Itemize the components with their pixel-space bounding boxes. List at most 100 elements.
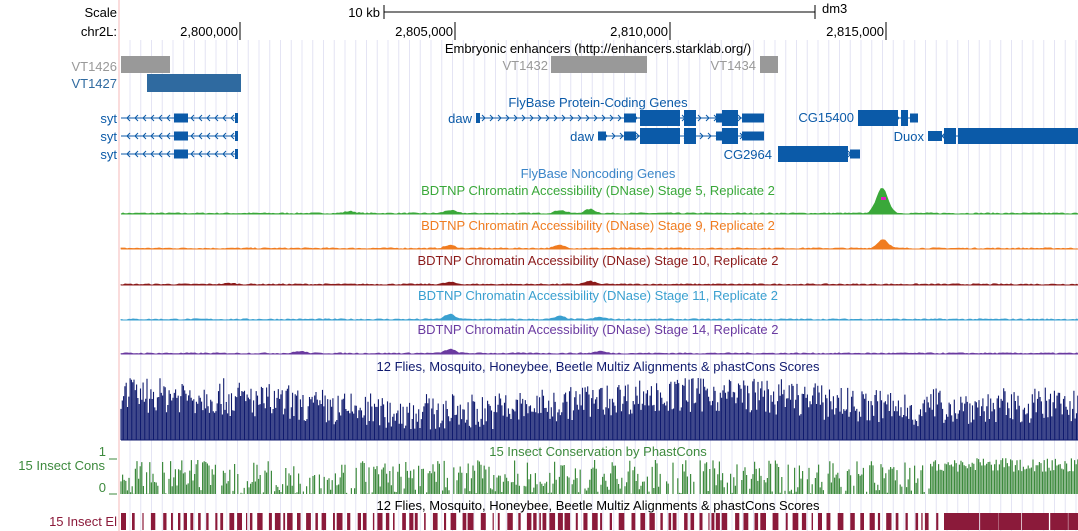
gene-exon: [174, 149, 188, 159]
gene-exon: [722, 128, 738, 144]
strand-arrow: [561, 114, 566, 122]
conserved-element-blocks: [121, 513, 1078, 530]
scale-label: Scale: [84, 5, 117, 20]
strand-arrow: [222, 114, 227, 122]
strand-arrow: [230, 132, 235, 140]
gene-exon: [958, 128, 1078, 144]
strand-arrow: [150, 150, 155, 158]
ruler-position: 2,810,000: [610, 24, 668, 39]
enhancer-feature[interactable]: [147, 74, 241, 92]
strand-arrow: [513, 114, 518, 122]
gene-label-syt[interactable]: syt: [100, 147, 117, 162]
strand-arrow: [619, 132, 624, 140]
strand-arrow: [707, 132, 712, 140]
enhancer-track-title: Embryonic enhancers (http://enhancers.st…: [445, 41, 751, 56]
strand-arrow: [569, 114, 574, 122]
strand-arrow: [206, 150, 211, 158]
dnase-signal: [120, 239, 1078, 250]
dnase-tracks[interactable]: BDTNP Chromatin Accessibility (DNase) St…: [120, 183, 1078, 355]
gene-exon: [624, 113, 636, 123]
dnase-signal: [120, 313, 1078, 321]
gene-exon: [174, 113, 188, 123]
enhancer-label[interactable]: VT1427: [71, 76, 117, 91]
strand-arrow: [150, 132, 155, 140]
strand-arrow: [529, 114, 534, 122]
conservation-axis-max: 1: [99, 444, 106, 459]
strand-arrow: [585, 114, 590, 122]
conservation-track-title: 15 Insect Conservation by PhastCons: [489, 444, 707, 459]
strand-arrow: [635, 132, 640, 140]
strand-arrow: [166, 132, 171, 140]
strand-arrow: [190, 150, 195, 158]
dnase-peak-marker: [881, 197, 886, 200]
strand-arrow: [601, 114, 606, 122]
gene-exon: [640, 128, 680, 144]
strand-arrow: [134, 132, 139, 140]
elements-track-title: 12 Flies, Mosquito, Honeybee, Beetle Mul…: [377, 498, 820, 513]
strand-arrow: [158, 114, 163, 122]
noncoding-track-title: FlyBase Noncoding Genes: [521, 166, 676, 181]
gene-exon: [174, 131, 186, 141]
enhancer-feature[interactable]: [121, 56, 170, 73]
dnase-track-title-stage14: BDTNP Chromatin Accessibility (DNase) St…: [417, 322, 778, 337]
strand-arrow: [609, 114, 614, 122]
enhancer-feature[interactable]: [760, 56, 778, 73]
gene-exon: [640, 110, 680, 126]
gene-label-cg15400[interactable]: CG15400: [798, 110, 854, 125]
strand-arrow: [214, 114, 219, 122]
enhancer-label[interactable]: VT1426: [71, 59, 117, 74]
gene-label-daw[interactable]: daw: [448, 111, 472, 126]
strand-arrow: [166, 150, 171, 158]
gene-label-syt[interactable]: syt: [100, 129, 117, 144]
strand-arrow: [134, 114, 139, 122]
gene-label-cg2964[interactable]: CG2964: [724, 147, 772, 162]
gene-label-daw[interactable]: daw: [570, 129, 594, 144]
conservation-side-label[interactable]: 15 Insect Cons: [18, 458, 105, 473]
gene-exon: [716, 131, 722, 141]
multiz-track[interactable]: 12 Flies, Mosquito, Honeybee, Beetle Mul…: [120, 359, 1078, 441]
strand-arrow: [222, 150, 227, 158]
gene-exon: [624, 131, 636, 141]
strand-arrow: [198, 114, 203, 122]
strand-arrow: [481, 114, 486, 122]
strand-arrow: [166, 114, 171, 122]
conservation-track[interactable]: 15 Insect Conservation by PhastCons 15 I…: [18, 444, 1078, 495]
gene-label-duox[interactable]: Duox: [894, 129, 925, 144]
enhancer-track[interactable]: Embryonic enhancers (http://enhancers.st…: [71, 41, 778, 92]
protein-coding-gene-track[interactable]: FlyBase Protein-Coding Genes syt syt syt…: [100, 95, 1078, 162]
strand-arrow: [489, 114, 494, 122]
strand-arrow: [497, 114, 502, 122]
strand-arrow: [126, 114, 131, 122]
enhancer-label[interactable]: VT1434: [710, 58, 756, 73]
gene-exon: [928, 131, 942, 141]
strand-arrow: [230, 114, 235, 122]
enhancer-feature[interactable]: [551, 56, 647, 73]
gene-exon: [901, 110, 908, 126]
elements-side-label[interactable]: 15 Insect El: [49, 514, 117, 529]
strand-arrow: [545, 114, 550, 122]
gene-exon: [858, 110, 898, 126]
strand-arrow: [593, 114, 598, 122]
dnase-signal: [120, 348, 1078, 355]
strand-arrow: [190, 114, 195, 122]
strand-arrow: [611, 132, 616, 140]
assembly-label: dm3: [822, 1, 847, 16]
strand-arrow: [126, 150, 131, 158]
gene-label-syt[interactable]: syt: [100, 111, 117, 126]
strand-arrow: [190, 132, 195, 140]
gene-exon: [235, 131, 238, 141]
strand-arrow: [142, 150, 147, 158]
conserved-elements-track[interactable]: 12 Flies, Mosquito, Honeybee, Beetle Mul…: [49, 498, 1078, 530]
strand-arrow: [230, 150, 235, 158]
enhancer-label[interactable]: VT1432: [502, 58, 548, 73]
strand-arrow: [142, 114, 147, 122]
strand-arrow: [142, 132, 147, 140]
strand-arrow: [198, 132, 203, 140]
ruler[interactable]: Scale chr2L: 10 kb dm3 2,800,000 2,805,0…: [81, 1, 887, 40]
strand-arrow: [699, 132, 704, 140]
strand-arrow: [577, 114, 582, 122]
gene-exon: [722, 110, 738, 126]
dnase-track-title-stage11: BDTNP Chromatin Accessibility (DNase) St…: [418, 288, 778, 303]
gene-exon: [684, 110, 696, 126]
